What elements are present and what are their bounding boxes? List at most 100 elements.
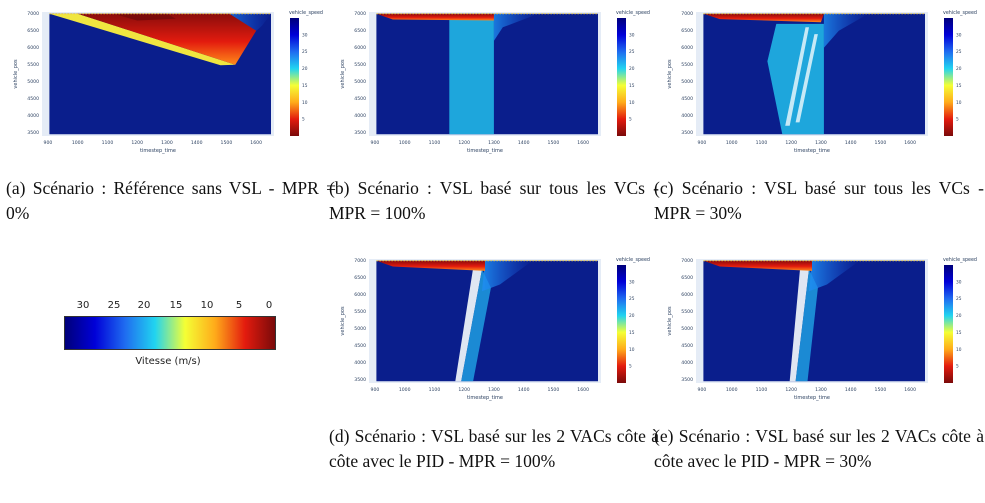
- vsl-zone: [795, 269, 818, 382]
- colorbar-tick-label: 30: [629, 32, 635, 38]
- vsl-zone: [449, 13, 494, 135]
- y-axis-title: vehicle_pos: [667, 306, 673, 336]
- y-tick-label: 7000: [27, 11, 39, 17]
- x-tick-label: 1500: [548, 140, 560, 146]
- y-tick-label: 7000: [354, 11, 366, 17]
- caption-c: (c) Scénario : VSL basé sur tous les VCs…: [654, 178, 984, 223]
- y-tick-label: 6500: [681, 275, 693, 281]
- y-tick-label: 4000: [27, 113, 39, 119]
- caption-a: (a) Scénario : Référence sans VSL - MPR …: [6, 178, 336, 223]
- colorbar-tick-label: 30: [956, 279, 962, 285]
- congestion-band: [376, 260, 485, 271]
- x-tick-label: 1500: [548, 387, 560, 393]
- y-tick-label: 6000: [681, 292, 693, 298]
- colorbar-tick-label: 30: [956, 32, 962, 38]
- y-tick-label: 7000: [681, 258, 693, 264]
- speed-colorbar-legend: 30 25 20 15 10 5 0 Vitesse (m/s): [62, 300, 322, 367]
- y-tick-label: 5000: [681, 79, 693, 85]
- y-tick-label: 6000: [354, 45, 366, 51]
- colorbar-title: vehicle_speed: [616, 257, 650, 263]
- heatmap-chart: 900 1000 1100 1200 1300 1400 1500 1600 3500 4000 4…: [667, 10, 977, 154]
- x-tick-label: 900: [698, 140, 707, 146]
- y-tick-label: 6000: [681, 45, 693, 51]
- colorbar-tick-label: 15: [629, 330, 635, 336]
- caption-d: (d) Scénario : VSL basé sur les 2 VACs c…: [329, 426, 659, 471]
- y-axis-title: vehicle_pos: [340, 306, 346, 336]
- congestion-band: [703, 13, 824, 23]
- no-data-wedge: [455, 268, 482, 382]
- colorbar-tick-label: 30: [302, 32, 308, 38]
- x-tick-label: 1100: [756, 140, 768, 146]
- colorbar-tick: 15: [169, 300, 183, 311]
- y-tick-label: 4000: [354, 113, 366, 119]
- y-axis-title: vehicle_pos: [13, 59, 19, 89]
- colorbar-tick-label: 20: [629, 313, 635, 319]
- heatmap-chart: 900 1000 1100 1200 1300 1400 1500 1600 3500 4000 4…: [340, 257, 650, 401]
- jam-edge: [49, 13, 236, 66]
- y-tick-label: 4000: [681, 113, 693, 119]
- colorbar-tick-label: 10: [956, 100, 962, 106]
- colorbar-tick-label: 10: [629, 100, 635, 106]
- y-tick-label: 4500: [27, 96, 39, 102]
- recovery-zone: [482, 260, 533, 292]
- x-axis-title: timestep_time: [467, 148, 503, 154]
- x-tick-label: 1600: [577, 387, 589, 393]
- y-tick-label: 5000: [27, 79, 39, 85]
- colorbar-tick-label: 20: [629, 66, 635, 72]
- vsl-zone: [461, 269, 491, 382]
- y-tick-label: 5500: [681, 62, 693, 68]
- y-tick-label: 4000: [681, 360, 693, 366]
- y-tick-label: 3500: [27, 130, 39, 136]
- caption-b: (b) Scénario : VSL basé sur tous les VCs…: [329, 178, 659, 223]
- x-tick-label: 1200: [458, 387, 470, 393]
- x-tick-label: 900: [371, 387, 380, 393]
- congestion-band: [703, 260, 812, 271]
- colorbar-tick-label: 10: [302, 100, 308, 106]
- x-tick-label: 1200: [785, 387, 797, 393]
- y-tick-label: 7000: [354, 258, 366, 264]
- x-tick-label: 1300: [815, 387, 827, 393]
- x-tick-label: 1400: [845, 140, 857, 146]
- heatmap-panel-e: 900 1000 1100 1200 1300 1400 1500 1600 3500 4000 4…: [659, 252, 984, 402]
- x-tick-label: 1300: [488, 387, 500, 393]
- y-tick-label: 3500: [354, 130, 366, 136]
- x-tick-label: 1000: [399, 387, 411, 393]
- colorbar: [290, 18, 299, 136]
- colorbar-title: Vitesse (m/s): [135, 356, 201, 367]
- colorbar-tick-label: 15: [956, 330, 962, 336]
- x-axis-title: timestep_time: [467, 395, 503, 401]
- colorbar-tick-label: 25: [629, 296, 635, 302]
- x-tick-label: 1000: [726, 387, 738, 393]
- y-tick-label: 5000: [354, 79, 366, 85]
- no-data-stripe: [795, 34, 818, 123]
- x-tick-label: 1600: [250, 140, 262, 146]
- x-tick-label: 1400: [845, 387, 857, 393]
- y-tick-label: 5000: [681, 326, 693, 332]
- colorbar-tick-label: 15: [956, 83, 962, 89]
- x-tick-label: 1400: [518, 387, 530, 393]
- colorbar-tick-label: 10: [956, 347, 962, 353]
- x-tick-label: 1000: [72, 140, 84, 146]
- colorbar-tick-label: 5: [956, 117, 959, 123]
- x-tick-label: 1200: [785, 140, 797, 146]
- colorbar-tick-label: 20: [302, 66, 308, 72]
- heatmap-chart: 900 1000 1100 1200 1300 1400 1500 1600 3500 4000 4…: [13, 10, 323, 154]
- colorbar-ticks: 30 25 20 15 10 5 0: [62, 300, 322, 316]
- x-tick-label: 1100: [429, 387, 441, 393]
- y-tick-label: 3500: [354, 377, 366, 383]
- colorbar-title: vehicle_speed: [943, 10, 977, 16]
- y-tick-label: 5500: [354, 62, 366, 68]
- x-tick-label: 1400: [191, 140, 203, 146]
- y-tick-label: 4500: [354, 96, 366, 102]
- x-tick-label: 1100: [102, 140, 114, 146]
- x-tick-label: 900: [371, 140, 380, 146]
- colorbar: [617, 265, 626, 383]
- x-tick-label: 1000: [726, 140, 738, 146]
- x-tick-label: 1500: [221, 140, 233, 146]
- colorbar-tick-label: 20: [956, 313, 962, 319]
- colorbar-tick-label: 15: [302, 83, 308, 89]
- heatmap-panel-b: 900 1000 1100 1200 1300 1400 1500 1600 3500 4000 4…: [332, 5, 657, 155]
- x-tick-label: 1400: [518, 140, 530, 146]
- y-tick-label: 6500: [354, 275, 366, 281]
- x-tick-label: 1600: [577, 140, 589, 146]
